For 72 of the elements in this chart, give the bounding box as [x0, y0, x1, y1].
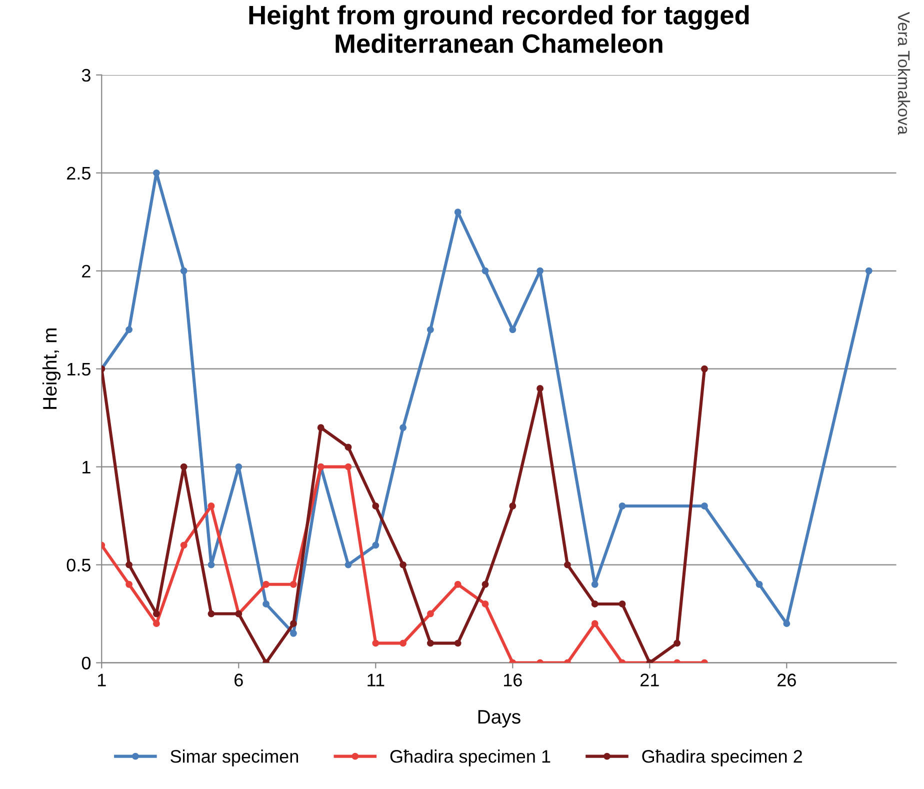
point: [344, 463, 352, 470]
point: [536, 384, 544, 392]
point: [235, 463, 242, 470]
point: [400, 561, 407, 568]
x-tick-label: 6: [234, 674, 243, 686]
point: [400, 640, 407, 647]
point: [454, 580, 462, 588]
x-axis-title: Days: [478, 710, 520, 728]
point: [618, 600, 626, 608]
point: [783, 620, 790, 628]
y-tick-label: 0.5: [66, 558, 90, 572]
point: [372, 542, 380, 549]
y-tick-label: 2: [82, 264, 90, 278]
point: [674, 640, 681, 647]
y-tick-label: 2.5: [67, 166, 90, 180]
point: [344, 444, 352, 451]
point: [208, 561, 215, 568]
point: [400, 424, 407, 432]
point: [290, 620, 297, 628]
point: [208, 502, 215, 510]
x-tick-label: 26: [778, 674, 796, 686]
x-tick-label: 21: [640, 674, 659, 686]
x-tick-label: 11: [368, 674, 384, 686]
point: [865, 267, 872, 274]
point: [208, 610, 215, 618]
point: [372, 640, 380, 647]
point: [482, 600, 489, 608]
y-tick-label: 0: [82, 656, 91, 670]
point: [180, 542, 188, 549]
point: [426, 640, 434, 647]
point: [591, 620, 598, 628]
point: [126, 580, 133, 588]
point: [426, 326, 434, 334]
point: [290, 630, 297, 637]
legend-label: Simar specimen: [170, 750, 298, 766]
y-tick-label: 3: [82, 68, 90, 82]
point: [262, 600, 270, 608]
y-tick-label: 1: [82, 460, 90, 474]
point: [290, 580, 297, 588]
point: [454, 208, 462, 216]
x-tick-label: 1: [98, 674, 106, 686]
text: Vera Tokmakova: [898, 12, 910, 135]
chart-title: Height from ground recorded for tagged Mediterranean Chameleon: [249, 5, 749, 53]
point: [564, 561, 571, 568]
point: [126, 561, 133, 568]
point: [482, 267, 489, 274]
legend-label: Għadira specimen 1: [390, 750, 550, 766]
y-tick-label: 1.5: [68, 362, 90, 376]
point: [426, 610, 434, 618]
point: [756, 580, 763, 588]
point: [591, 580, 598, 588]
point: [180, 267, 188, 274]
point: [152, 610, 160, 618]
point: [454, 640, 462, 647]
y-axis-title: Height, m: [42, 328, 61, 409]
legend-label: Għadira specimen 2: [642, 750, 802, 766]
point: [344, 561, 352, 568]
point: [482, 580, 489, 588]
point: [126, 326, 133, 334]
point: [180, 463, 188, 470]
point: [591, 600, 598, 608]
point: [618, 502, 626, 510]
point: [152, 169, 160, 176]
point: [262, 580, 270, 588]
point: [317, 424, 324, 432]
point: [372, 502, 380, 510]
point: [509, 502, 516, 510]
x-tick-label: 16: [504, 674, 522, 686]
point: [701, 365, 708, 372]
point: [536, 267, 544, 274]
point: [701, 502, 708, 510]
point: [152, 620, 160, 628]
